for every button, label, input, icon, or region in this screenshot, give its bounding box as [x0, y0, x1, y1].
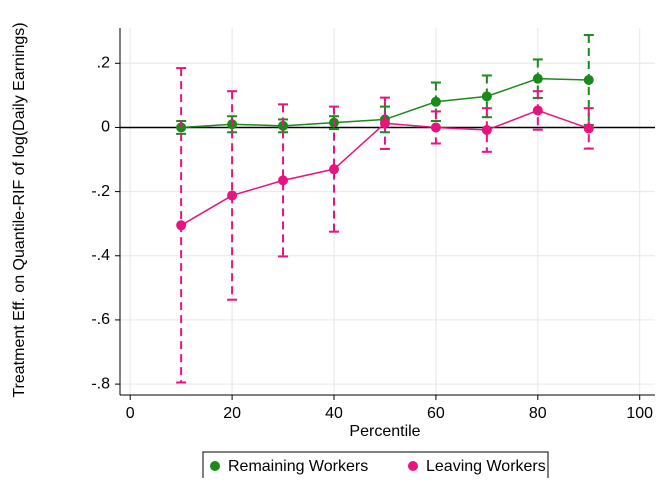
y-tick-label: -.2: [91, 183, 110, 200]
legend-box: [202, 451, 549, 483]
point: [583, 123, 594, 134]
legend-marker: [210, 461, 220, 471]
point: [379, 118, 390, 129]
x-tick-label: 40: [325, 405, 343, 422]
y-tick-label: 0: [101, 119, 110, 136]
point: [176, 220, 187, 231]
point: [329, 164, 339, 175]
point: [278, 120, 289, 131]
point: [532, 73, 543, 84]
legend-marker: [408, 461, 418, 471]
x-tick-label: 0: [126, 405, 135, 422]
point: [481, 91, 492, 102]
point: [430, 96, 441, 107]
y-tick-label: .2: [97, 55, 110, 72]
legend-label: Leaving Workers: [426, 458, 546, 475]
legend-label: Remaining Workers: [228, 458, 368, 475]
x-tick-label: 60: [427, 405, 445, 422]
y-axis-label: Treatment Eff. on Quantile-RIF of log(Da…: [11, 22, 28, 397]
y-tick-label: -.8: [91, 375, 110, 392]
y-tick-label: -.4: [91, 247, 110, 264]
y-tick-label: -.6: [91, 311, 110, 328]
x-axis-label: Percentile: [349, 423, 420, 440]
point: [430, 122, 441, 133]
point: [532, 105, 543, 116]
x-tick-label: 100: [626, 405, 653, 422]
point: [481, 125, 492, 136]
x-tick-label: 80: [529, 405, 547, 422]
point: [278, 175, 289, 186]
point: [227, 190, 238, 201]
x-tick-label: 20: [223, 405, 241, 422]
point: [583, 74, 594, 85]
